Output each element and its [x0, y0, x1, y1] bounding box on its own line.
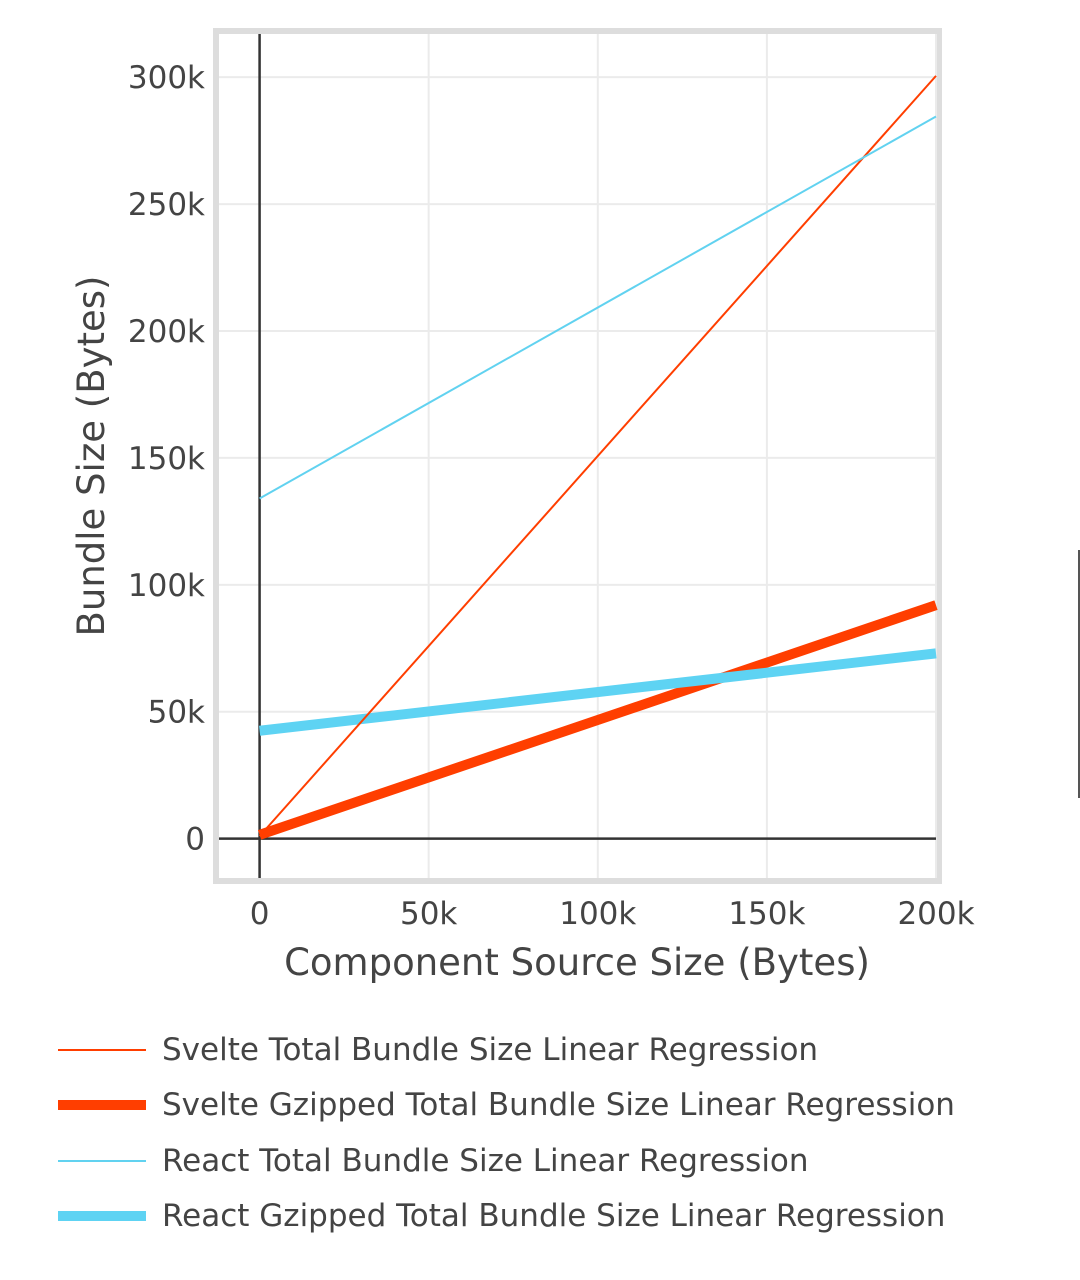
y-tick-label: 50k — [148, 695, 205, 731]
y-tick-label: 150k — [128, 441, 205, 477]
legend: Svelte Total Bundle Size Linear Regressi… — [58, 1022, 1080, 1244]
y-tick-label: 100k — [128, 568, 205, 604]
x-gridlines — [427, 34, 937, 878]
x-tick-label: 50k — [400, 896, 457, 932]
chart: 0 50k 100k 150k 200k 250k 300k 0 50k 100k 150k 200… — [70, 28, 975, 984]
x-tick-label: 0 — [250, 896, 270, 932]
zero-axis-lines — [219, 34, 936, 878]
plot-frame — [213, 28, 942, 884]
x-axis-title: Component Source Size (Bytes) — [284, 941, 870, 984]
legend-swatch-react-total — [58, 1159, 146, 1162]
x-tick-label: 150k — [728, 896, 805, 932]
series-line-0 — [258, 75, 937, 837]
legend-swatch-svelte-gzipped — [58, 1100, 146, 1111]
legend-label: React Gzipped Total Bundle Size Linear R… — [162, 1198, 946, 1235]
series-line-2 — [259, 115, 937, 500]
legend-swatch-react-gzipped — [58, 1211, 146, 1222]
y-gridlines — [219, 76, 936, 713]
legend-item-react-total[interactable]: React Total Bundle Size Linear Regressio… — [58, 1133, 1080, 1189]
y-tick-label: 250k — [128, 187, 205, 223]
x-tick-labels: 0 50k 100k 150k 200k — [250, 896, 975, 932]
legend-item-svelte-total[interactable]: Svelte Total Bundle Size Linear Regressi… — [58, 1022, 1080, 1078]
legend-label: React Total Bundle Size Linear Regressio… — [162, 1142, 809, 1179]
y-tick-labels: 0 50k 100k 150k 200k 250k 300k — [128, 60, 205, 858]
series-line-3 — [259, 648, 937, 736]
legend-label: Svelte Total Bundle Size Linear Regressi… — [162, 1031, 819, 1068]
y-tick-label: 200k — [128, 314, 205, 350]
legend-item-svelte-gzipped[interactable]: Svelte Gzipped Total Bundle Size Linear … — [58, 1078, 1080, 1134]
scrollbar[interactable] — [1078, 550, 1080, 798]
x-tick-label: 100k — [559, 896, 636, 932]
legend-item-react-gzipped[interactable]: React Gzipped Total Bundle Size Linear R… — [58, 1189, 1080, 1245]
y-tick-label: 300k — [128, 60, 205, 96]
y-axis-title: Bundle Size (Bytes) — [70, 276, 113, 637]
series-line-1 — [257, 600, 938, 840]
series-lines — [257, 75, 938, 840]
y-tick-label: 0 — [185, 822, 205, 858]
x-tick-label: 200k — [897, 896, 974, 932]
legend-label: Svelte Gzipped Total Bundle Size Linear … — [162, 1087, 955, 1124]
legend-swatch-svelte-total — [58, 1048, 146, 1051]
